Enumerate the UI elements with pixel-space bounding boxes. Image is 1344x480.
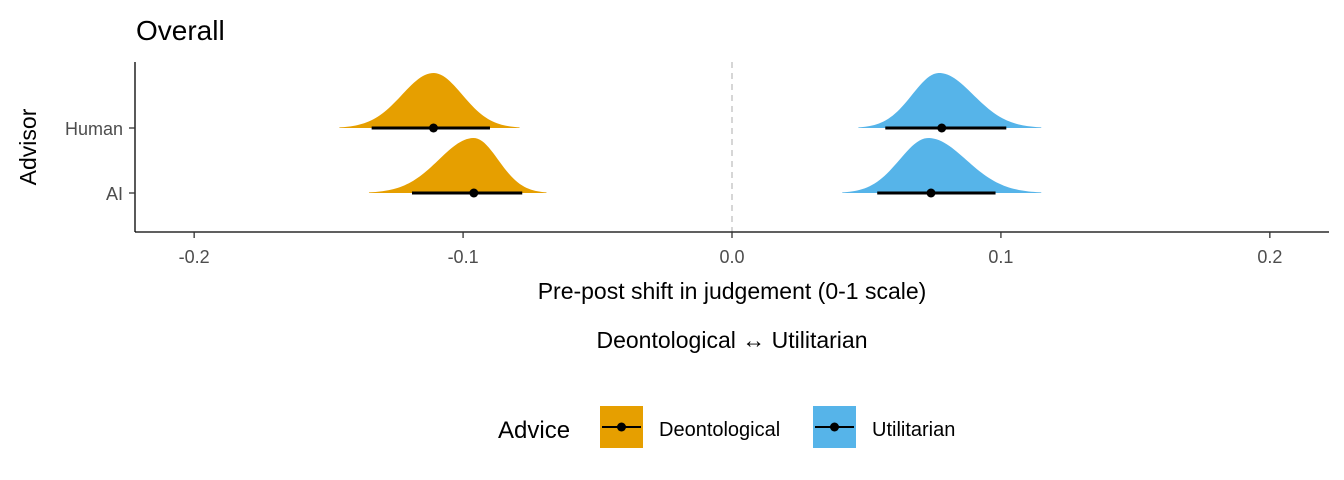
legend-label-utilitarian: Utilitarian — [872, 419, 955, 441]
chart-title: Overall — [136, 15, 225, 46]
x-axis-subtitle: Deontological ↔ Utilitarian — [596, 327, 867, 353]
median-point-deontological-human — [429, 123, 438, 133]
y-tick-label: Human — [65, 119, 123, 139]
x-tick-label: -0.2 — [179, 247, 210, 267]
x-tick-label: 0.1 — [988, 247, 1013, 267]
y-axis-title-group: Advisor — [15, 108, 41, 185]
median-point-utilitarian-ai — [926, 188, 936, 198]
y-axis-title: Advisor — [15, 108, 41, 185]
median-point-deontological-ai — [469, 188, 479, 198]
legend-key-point — [617, 422, 626, 432]
y-tick-label: AI — [106, 184, 123, 204]
density-deontological-ai — [368, 138, 547, 193]
x-tick-label: 0.2 — [1257, 247, 1282, 267]
x-tick-label: -0.1 — [448, 247, 479, 267]
median-point-utilitarian-human — [937, 123, 947, 133]
x-axis-title: Pre-post shift in judgement (0-1 scale) — [538, 278, 927, 304]
legend-label-deontological: Deontological — [659, 419, 780, 441]
legend-title: Advice — [498, 417, 570, 444]
density-utilitarian-human — [858, 73, 1042, 128]
density-deontological-human — [339, 73, 520, 128]
legend: Advice Deontological Utilitarian — [498, 406, 955, 448]
legend-key-point — [830, 422, 839, 432]
x-tick-label: 0.0 — [719, 247, 744, 267]
density-utilitarian-ai — [842, 138, 1042, 193]
plot-panel: Human AI -0.2 -0.1 0.0 0.1 0.2 — [65, 62, 1329, 267]
